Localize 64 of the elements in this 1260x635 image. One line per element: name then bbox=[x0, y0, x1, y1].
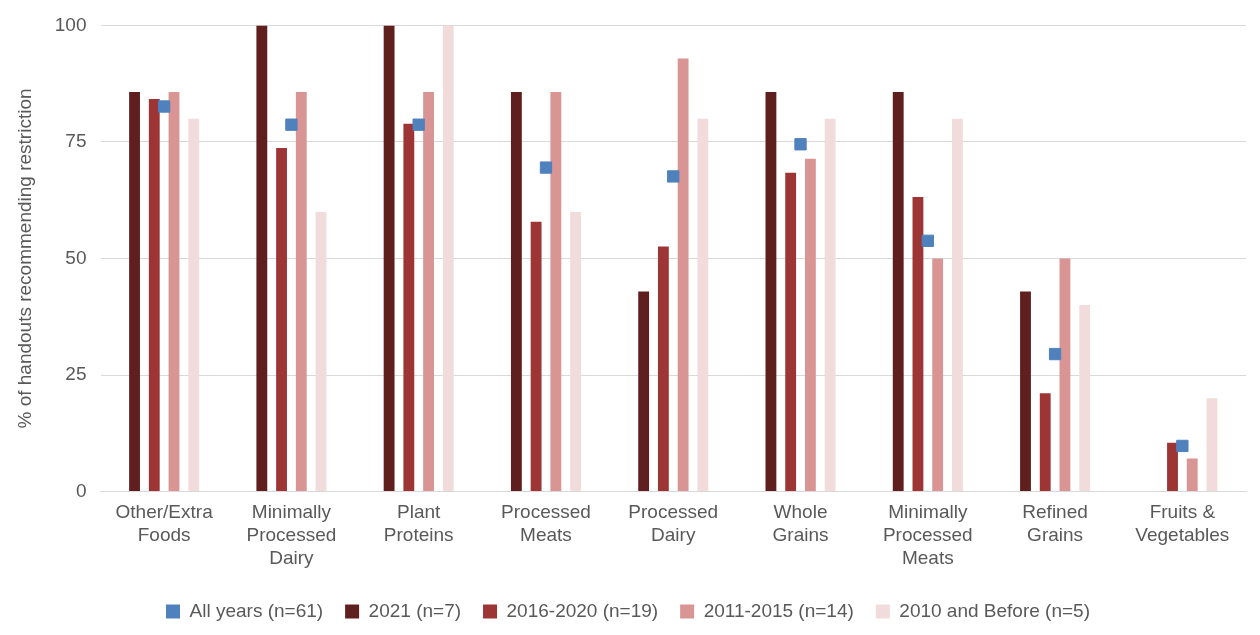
bar bbox=[442, 25, 454, 492]
point bbox=[1048, 347, 1062, 361]
bar bbox=[1186, 458, 1198, 492]
point bbox=[412, 118, 425, 131]
bar bbox=[315, 211, 327, 492]
point bbox=[667, 170, 680, 183]
y-axis-title: % of handouts recommending restriction bbox=[13, 88, 35, 429]
bar bbox=[951, 118, 963, 492]
bar bbox=[168, 92, 180, 492]
x-tick-label: Plant Proteins bbox=[383, 501, 454, 546]
legend-label: 2016-2020 (n=19) bbox=[506, 599, 659, 621]
bar bbox=[276, 148, 287, 492]
bar bbox=[657, 246, 669, 492]
bar bbox=[785, 172, 797, 492]
y-tick-label: 75 bbox=[65, 130, 87, 152]
bar bbox=[932, 258, 944, 492]
legend-label: 2010 and Before (n=5) bbox=[899, 599, 1090, 621]
point bbox=[1176, 439, 1189, 453]
bar bbox=[697, 118, 709, 492]
point bbox=[285, 118, 298, 131]
bar bbox=[188, 118, 200, 492]
bar bbox=[804, 158, 816, 492]
x-tick-label: Minimally Processed Meats bbox=[882, 501, 973, 568]
bar bbox=[1167, 442, 1178, 492]
x-tick-label: Minimally Processed Dairy bbox=[246, 501, 337, 568]
bar bbox=[912, 196, 924, 492]
x-tick-label: Fruits & Vegetables bbox=[1135, 501, 1230, 546]
bar bbox=[423, 92, 434, 492]
point bbox=[921, 234, 934, 247]
bar bbox=[510, 92, 522, 492]
legend-label: All years (n=61) bbox=[189, 599, 324, 621]
y-tick-label: 100 bbox=[54, 13, 87, 35]
bar bbox=[1059, 258, 1071, 492]
x-tick-label: Refined Grains bbox=[1022, 501, 1088, 546]
bar bbox=[383, 25, 395, 492]
bar bbox=[148, 99, 160, 492]
legend-label: 2011-2015 (n=14) bbox=[703, 599, 854, 621]
bar bbox=[1020, 291, 1031, 492]
bar bbox=[530, 221, 542, 492]
bar bbox=[1039, 393, 1051, 492]
legend-label: 2021 (n=7) bbox=[368, 599, 462, 621]
y-tick-label: 0 bbox=[75, 479, 87, 501]
x-tick-label: Processed Dairy bbox=[628, 501, 719, 546]
bar bbox=[677, 58, 689, 492]
bar bbox=[129, 92, 140, 492]
bar bbox=[550, 92, 562, 492]
point bbox=[794, 138, 807, 151]
bar bbox=[256, 25, 268, 492]
point bbox=[539, 161, 553, 174]
x-tick-label: Whole Grains bbox=[772, 501, 829, 546]
point bbox=[157, 100, 171, 113]
y-tick-label: 25 bbox=[65, 363, 87, 385]
bar bbox=[1079, 305, 1091, 492]
bar bbox=[824, 118, 836, 492]
bar bbox=[570, 211, 581, 492]
bar bbox=[1206, 398, 1218, 492]
bar bbox=[295, 92, 307, 492]
x-tick-label: Processed Meats bbox=[501, 501, 591, 546]
bar bbox=[638, 291, 650, 492]
bar bbox=[403, 123, 415, 492]
x-tick-label: Other/Extra Foods bbox=[115, 501, 214, 546]
y-tick-label: 50 bbox=[65, 246, 87, 268]
bar bbox=[892, 92, 904, 492]
bar bbox=[765, 92, 777, 492]
